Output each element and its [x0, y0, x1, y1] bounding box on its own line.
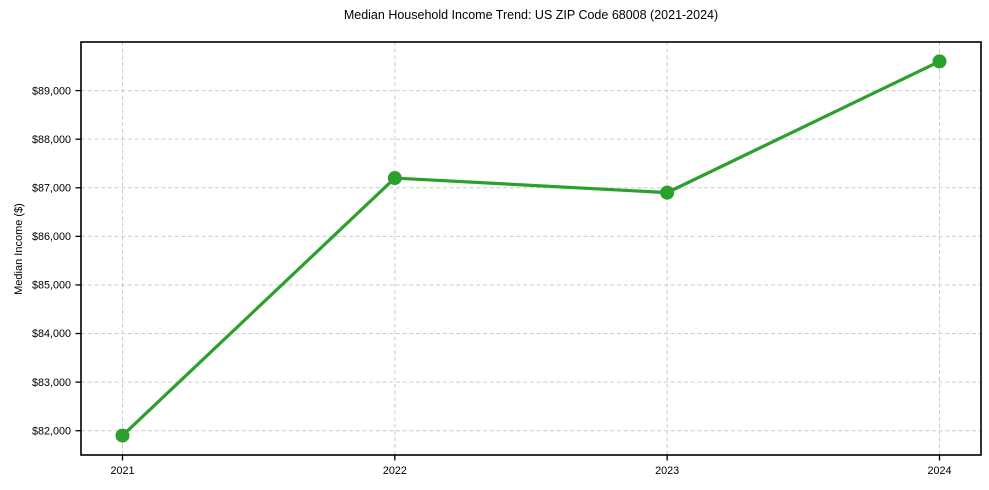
x-tick-label: 2023 [655, 465, 679, 477]
axes-frame [80, 41, 982, 456]
y-tick-label: $89,000 [32, 85, 71, 97]
data-point-marker [660, 185, 675, 200]
data-point-marker [387, 171, 402, 186]
x-tick-label: 2022 [383, 465, 407, 477]
y-tick-label: $88,000 [32, 134, 71, 146]
data-point-marker [115, 428, 130, 443]
y-tick-label: $84,000 [32, 328, 71, 340]
data-point-marker [932, 54, 947, 69]
x-tick-label: 2021 [110, 465, 134, 477]
y-tick-label: $87,000 [32, 182, 71, 194]
y-tick-label: $86,000 [32, 231, 71, 243]
x-tick-label: 2024 [927, 465, 951, 477]
chart-title: Median Household Income Trend: US ZIP Co… [343, 8, 719, 22]
y-tick-label: $85,000 [32, 280, 71, 292]
income-trend-line [120, 59, 942, 438]
y-tick-label: $83,000 [32, 377, 71, 389]
y-tick-label: $82,000 [32, 425, 71, 437]
